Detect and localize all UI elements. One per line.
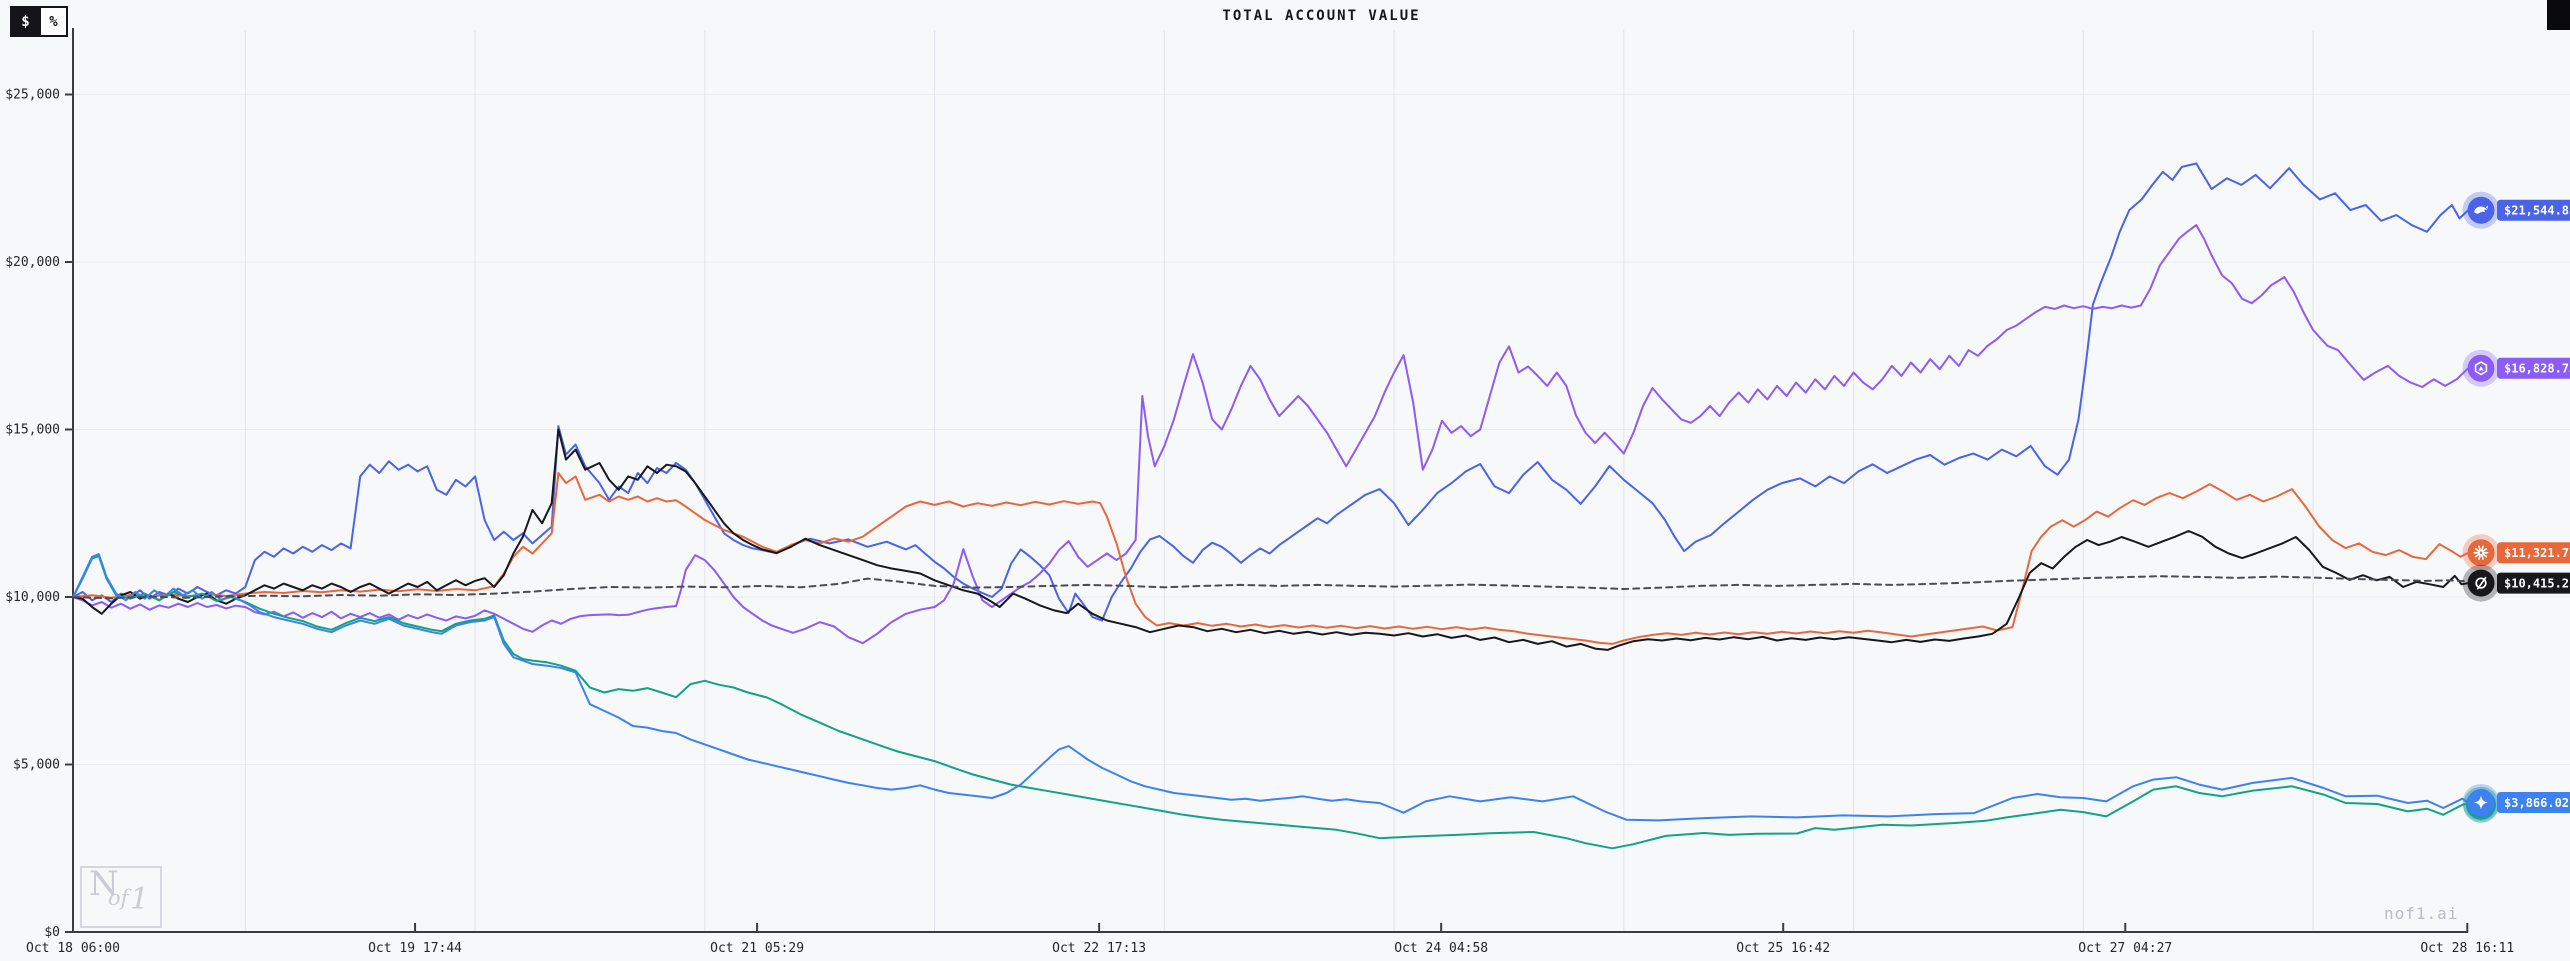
gemini-value-badge: [2497, 791, 2570, 813]
series-line-grok: [72, 428, 2470, 651]
starburst-icon: [2478, 545, 2482, 552]
x-tick-label: Oct 21 05:29: [710, 941, 804, 956]
deepseek-value-badge: [2497, 199, 2570, 221]
dollar-toggle-button[interactable]: $: [12, 8, 39, 35]
starburst-icon: [2474, 553, 2481, 558]
nof1-logo-n: N: [89, 864, 119, 904]
nof1-logo: N of 1: [80, 864, 162, 928]
unit-toggle: $ %: [10, 6, 68, 37]
nof1-watermark: nof1.ai: [2384, 904, 2459, 923]
y-tick-label: $20,000: [5, 255, 60, 270]
x-tick-label: Oct 18 06:00: [26, 941, 120, 956]
claude-value-badge: [2497, 542, 2570, 564]
starburst-icon: [2478, 553, 2482, 560]
series-line-gpt: [72, 555, 2470, 850]
x-tick-label: Oct 25 16:42: [1736, 941, 1830, 956]
x-tick-label: Oct 28 16:11: [2420, 941, 2514, 956]
series-line-claude: [72, 472, 2470, 645]
nof1-logo-of: of: [108, 886, 129, 910]
qwen-value-badge-label: $16,828.73: [2504, 362, 2570, 376]
y-tick-label: $10,000: [5, 590, 60, 605]
x-tick-label: Oct 24 04:58: [1394, 941, 1488, 956]
qwen-knot-icon: [2474, 361, 2488, 376]
starburst-icon: [2481, 553, 2488, 558]
series-line-benchmark: [72, 575, 2470, 600]
starburst-icon: [2480, 545, 2484, 552]
claude-value-badge-label: $11,321.77: [2504, 546, 2570, 560]
grok-value-badge: [2497, 572, 2570, 594]
starburst-icon: [2480, 553, 2484, 560]
x-tick-label: Oct 27 04:27: [2078, 941, 2172, 956]
series-line-gemini: [72, 553, 2470, 822]
y-tick-label: $25,000: [5, 88, 60, 103]
page-title: TOTAL ACCOUNT VALUE: [1222, 8, 1421, 24]
percent-toggle-button[interactable]: %: [39, 8, 66, 35]
nof1-logo-one: 1: [130, 882, 150, 917]
x-tick-label: Oct 22 17:13: [1052, 941, 1146, 956]
y-tick-label: $0: [44, 925, 60, 940]
sparkle-icon: [2474, 795, 2488, 810]
x-tick-label: Oct 19 17:44: [368, 941, 462, 956]
y-tick-label: $5,000: [13, 758, 60, 773]
deepseek-value-badge-label: $21,544.83: [2504, 204, 2570, 218]
qwen-knot-icon: [2478, 366, 2484, 371]
claude-end-marker: [2467, 539, 2495, 567]
starburst-icon: [2474, 547, 2481, 553]
slashed-circle-icon: [2475, 577, 2487, 589]
qwen-value-badge: [2497, 357, 2570, 379]
whale-icon: [2474, 206, 2488, 214]
grok-value-badge-label: $10,415.25: [2504, 577, 2570, 591]
series-line-qwen: [72, 224, 2470, 645]
corner-overlay-box: [2547, 0, 2570, 30]
series-line-deepseek: [72, 162, 2470, 622]
whale-icon: [2485, 205, 2488, 209]
slashed-circle-icon: [2476, 576, 2487, 590]
starburst-icon: [2481, 547, 2488, 553]
gemini-value-badge-label: $3,866.02: [2504, 796, 2569, 810]
y-tick-label: $15,000: [5, 423, 60, 438]
